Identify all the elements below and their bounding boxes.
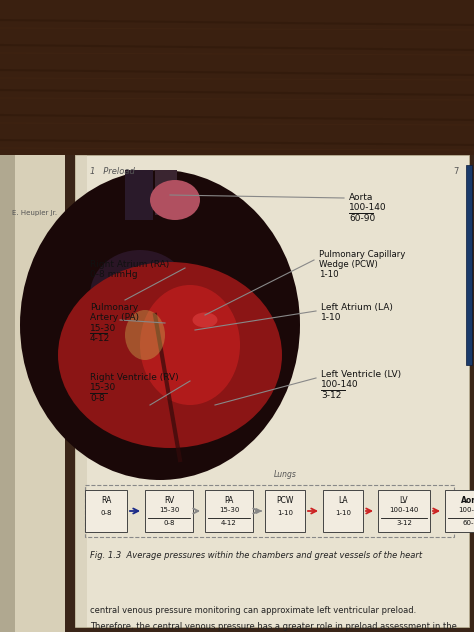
Text: 4-12: 4-12 — [221, 520, 237, 526]
Text: 1   Preload: 1 Preload — [90, 167, 135, 176]
Text: PA: PA — [224, 496, 234, 505]
Text: Right Ventricle (RV): Right Ventricle (RV) — [90, 373, 179, 382]
Ellipse shape — [90, 250, 190, 340]
Bar — [155, 170, 177, 215]
Bar — [85, 485, 454, 537]
Text: central venous pressure monitoring can approximate left ventricular preload.: central venous pressure monitoring can a… — [90, 606, 416, 615]
Bar — [125, 170, 153, 220]
Text: 0-8 mmHg: 0-8 mmHg — [90, 270, 137, 279]
Text: Aorta: Aorta — [349, 193, 374, 202]
Text: 0-8: 0-8 — [163, 520, 175, 526]
Text: 3-12: 3-12 — [321, 391, 341, 400]
Text: 0-8: 0-8 — [90, 394, 105, 403]
Text: LV: LV — [400, 496, 408, 505]
Text: 15-30: 15-30 — [90, 384, 116, 392]
Text: 3-12: 3-12 — [396, 520, 412, 526]
Text: 15-30: 15-30 — [159, 507, 179, 513]
Text: 4-12: 4-12 — [90, 334, 110, 343]
Text: Left Ventricle (LV): Left Ventricle (LV) — [321, 370, 401, 379]
Text: 1-10: 1-10 — [335, 510, 351, 516]
Text: Therefore, the central venous pressure has a greater role in preload assessment : Therefore, the central venous pressure h… — [90, 622, 457, 631]
Text: 100-140: 100-140 — [349, 204, 387, 212]
Ellipse shape — [150, 180, 200, 220]
Ellipse shape — [140, 285, 240, 405]
Text: LA: LA — [338, 496, 348, 505]
Text: 1-10: 1-10 — [319, 270, 338, 279]
Text: 15-30: 15-30 — [219, 507, 239, 513]
Text: 100-140: 100-140 — [321, 380, 359, 389]
Text: 15-30: 15-30 — [90, 324, 116, 333]
Text: Right Atrium (RA): Right Atrium (RA) — [90, 260, 169, 269]
Text: Pulmonary Capillary: Pulmonary Capillary — [319, 250, 405, 259]
Text: 1-10: 1-10 — [277, 510, 293, 516]
Text: Lungs: Lungs — [273, 470, 296, 479]
Text: Pulmonary: Pulmonary — [90, 303, 138, 312]
Text: Left Atrium (LA): Left Atrium (LA) — [321, 303, 393, 312]
Text: Artery (PA): Artery (PA) — [90, 313, 139, 322]
Bar — [75, 155, 469, 627]
Text: 100-140: 100-140 — [389, 507, 419, 513]
Text: PCW: PCW — [276, 496, 294, 505]
Bar — [145, 490, 193, 532]
Ellipse shape — [20, 170, 300, 480]
Text: 0-8: 0-8 — [100, 510, 112, 516]
Ellipse shape — [58, 262, 282, 448]
Bar — [378, 490, 430, 532]
Bar — [466, 165, 472, 365]
Bar — [445, 490, 474, 532]
Text: RA: RA — [101, 496, 111, 505]
Bar — [205, 490, 253, 532]
Bar — [323, 490, 363, 532]
Bar — [75, 155, 87, 627]
Text: Aorta: Aorta — [461, 496, 474, 505]
Text: Wedge (PCW): Wedge (PCW) — [319, 260, 378, 269]
Bar — [0, 155, 65, 632]
Bar — [265, 490, 305, 532]
Text: 1-10: 1-10 — [321, 313, 341, 322]
Text: 60-90: 60-90 — [349, 214, 375, 223]
Text: 7: 7 — [454, 167, 459, 176]
Ellipse shape — [110, 270, 190, 340]
Bar — [0, 155, 15, 632]
Bar — [0, 0, 474, 155]
Text: 100-140: 100-140 — [458, 507, 474, 513]
Text: RV: RV — [164, 496, 174, 505]
Text: E. Heupler Jr.: E. Heupler Jr. — [12, 210, 57, 216]
Ellipse shape — [192, 312, 218, 327]
Text: 60-90: 60-90 — [462, 520, 474, 526]
Ellipse shape — [125, 310, 165, 360]
Bar — [85, 490, 127, 532]
Text: Fig. 1.3  Average pressures within the chambers and great vessels of the heart: Fig. 1.3 Average pressures within the ch… — [90, 551, 422, 560]
